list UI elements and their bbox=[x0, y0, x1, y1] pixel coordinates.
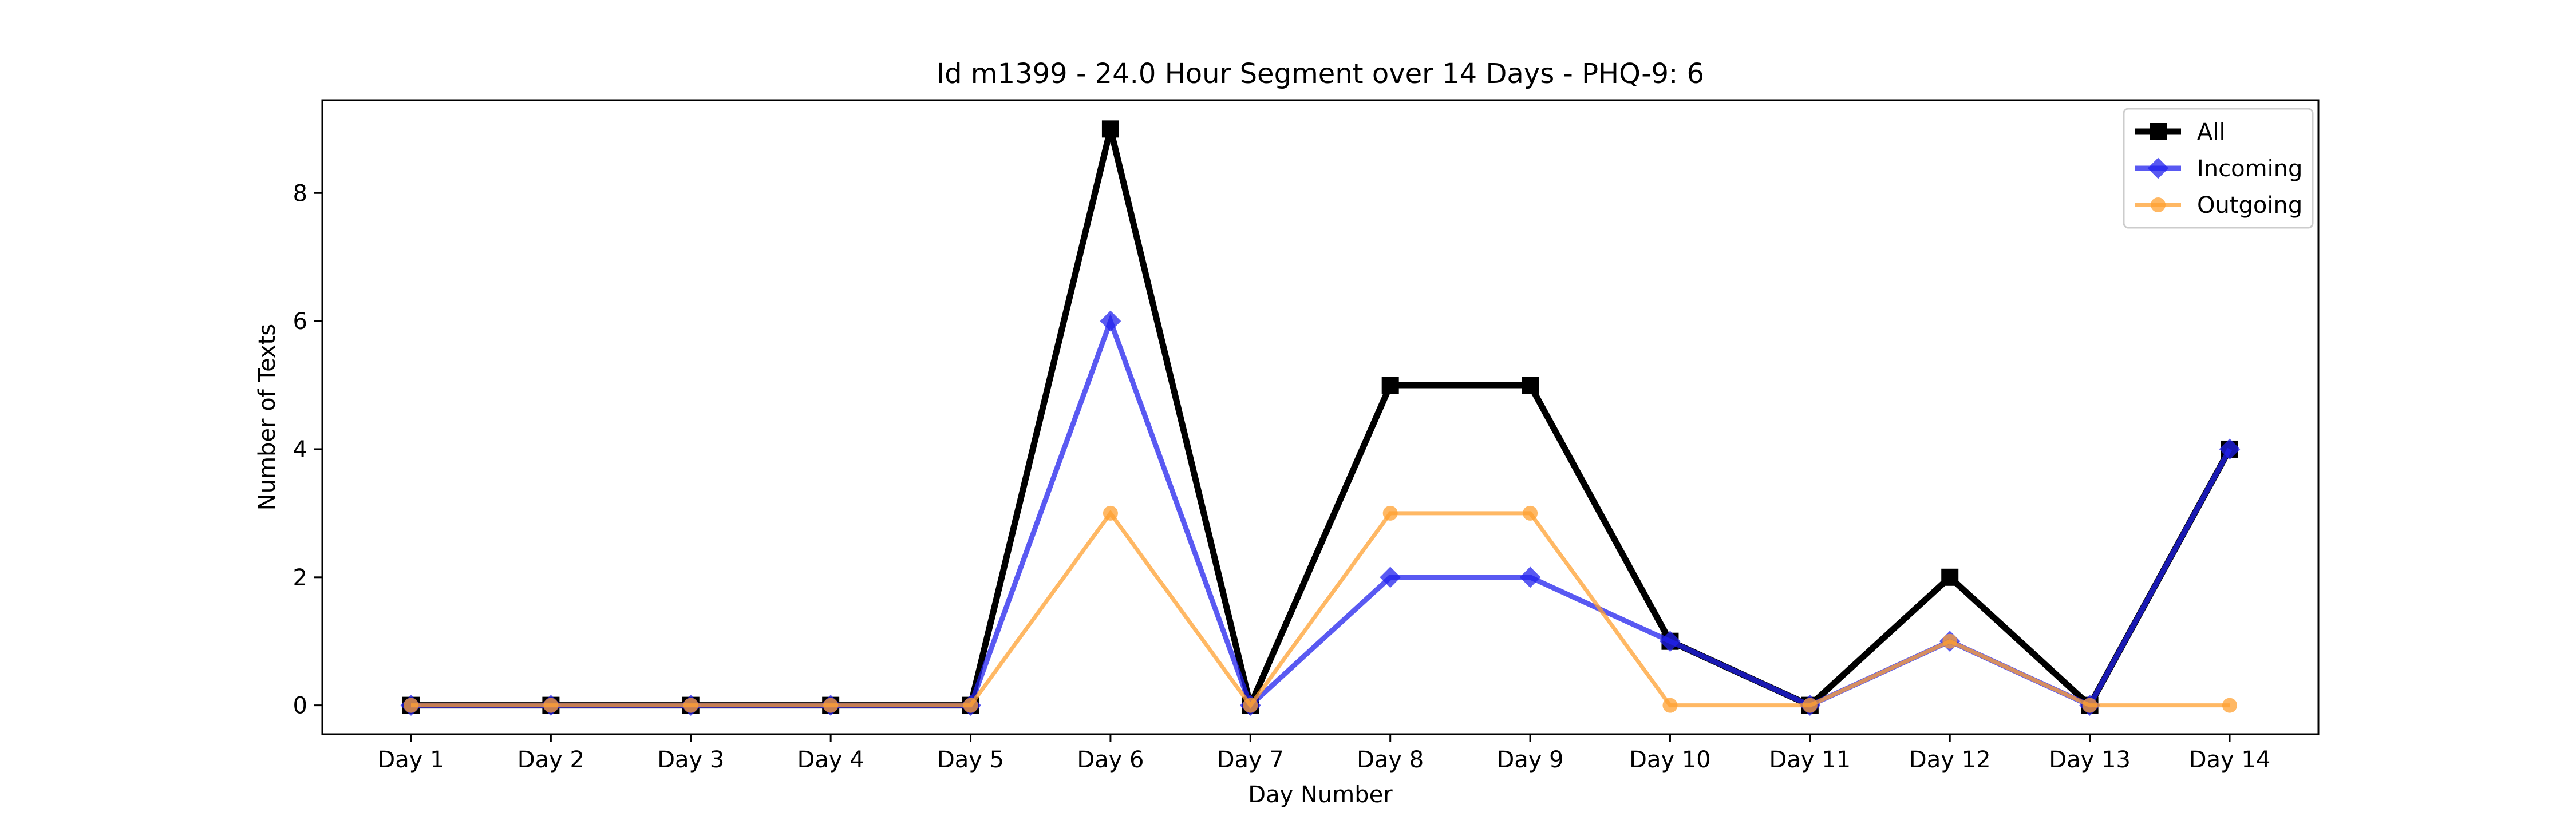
legend-item: Outgoing bbox=[2135, 192, 2302, 219]
x-tick-label: Day 9 bbox=[1496, 747, 1563, 773]
data-point-circle bbox=[1942, 633, 1958, 649]
data-point-circle bbox=[2222, 698, 2237, 713]
data-point-diamond bbox=[2219, 438, 2241, 460]
series-line bbox=[411, 313, 2232, 710]
data-point-square bbox=[1941, 568, 1959, 586]
x-tick-label: Day 5 bbox=[937, 747, 1004, 773]
x-axis: Day 1 Day 2 Day 3 Day 4 Day 5 Day 6 Day 7 Day 8… bbox=[377, 734, 2270, 773]
y-axis: 0 2 4 6 8 bbox=[293, 180, 322, 719]
legend-label: Outgoing bbox=[2197, 192, 2302, 219]
x-axis-label: Day Number bbox=[1248, 782, 1393, 808]
data-point-circle bbox=[1243, 698, 1258, 713]
data-point-circle bbox=[543, 698, 559, 713]
data-point-circle bbox=[1662, 698, 1678, 713]
legend-label: Incoming bbox=[2197, 156, 2302, 182]
data-point-diamond bbox=[1519, 566, 1541, 588]
data-point-circle bbox=[1103, 505, 1118, 521]
series-line bbox=[411, 128, 2233, 715]
series-all bbox=[402, 120, 2238, 715]
data-point-diamond bbox=[1100, 310, 1121, 332]
y-tick-label: 2 bbox=[293, 565, 307, 591]
plot-area bbox=[321, 99, 2320, 735]
x-tick-label: Day 11 bbox=[1769, 747, 1851, 773]
plot-border bbox=[321, 99, 2320, 735]
data-point-square bbox=[1381, 377, 1399, 394]
data-point-diamond bbox=[1380, 566, 1401, 588]
data-point-circle bbox=[404, 698, 418, 713]
series-layer bbox=[400, 120, 2241, 716]
y-tick-label: 8 bbox=[293, 180, 307, 207]
data-point-circle bbox=[963, 698, 978, 713]
data-point-square bbox=[1522, 377, 1539, 394]
x-tick-label: Day 14 bbox=[2189, 747, 2271, 773]
data-point-diamond bbox=[1660, 631, 1681, 652]
data-point-circle bbox=[2151, 197, 2166, 212]
x-tick-label: Day 10 bbox=[1629, 747, 1711, 773]
data-point-circle bbox=[683, 698, 698, 713]
legend-box bbox=[2123, 108, 2314, 229]
data-point-circle bbox=[1802, 698, 1818, 713]
legend-item: All bbox=[2135, 119, 2226, 145]
data-point-circle bbox=[823, 698, 839, 713]
legend-item: Incoming bbox=[2135, 156, 2302, 182]
x-tick-label: Day 2 bbox=[517, 747, 584, 773]
x-tick-label: Day 4 bbox=[797, 747, 864, 773]
data-point-circle bbox=[1523, 505, 1538, 521]
y-tick-label: 0 bbox=[293, 693, 307, 719]
y-tick-label: 6 bbox=[293, 308, 307, 335]
y-axis-label: Number of Texts bbox=[254, 324, 280, 510]
series-outgoing bbox=[404, 505, 2237, 713]
x-tick-label: Day 8 bbox=[1357, 747, 1424, 773]
data-point-diamond bbox=[2147, 157, 2169, 179]
legend-label: All bbox=[2197, 119, 2226, 145]
x-tick-label: Day 3 bbox=[657, 747, 724, 773]
data-point-circle bbox=[1382, 505, 1398, 521]
data-point-circle bbox=[2082, 698, 2097, 713]
legend: All Incoming Outgoing bbox=[2123, 108, 2314, 229]
series-line bbox=[411, 509, 2230, 709]
chart-title: Id m1399 - 24.0 Hour Segment over 14 Day… bbox=[937, 58, 1704, 90]
x-tick-label: Day 13 bbox=[2049, 747, 2131, 773]
x-tick-label: Day 6 bbox=[1077, 747, 1144, 773]
x-tick-label: Day 1 bbox=[377, 747, 444, 773]
y-tick-label: 4 bbox=[293, 437, 307, 463]
data-point-square bbox=[1101, 120, 1119, 138]
x-tick-label: Day 12 bbox=[1909, 747, 1991, 773]
data-point-square bbox=[2150, 123, 2167, 140]
x-tick-label: Day 7 bbox=[1217, 747, 1284, 773]
series-incoming bbox=[400, 310, 2241, 716]
